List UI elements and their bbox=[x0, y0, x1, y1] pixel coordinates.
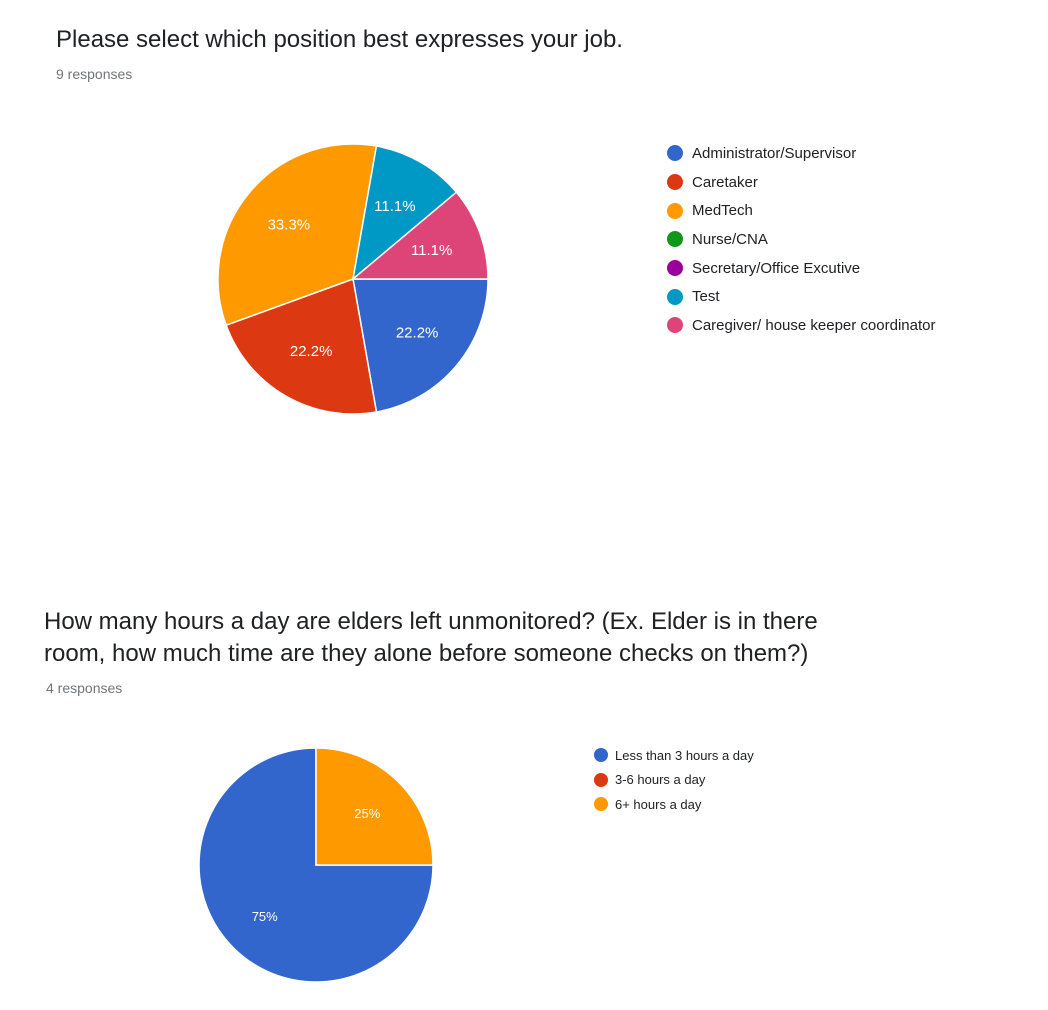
slice-data-label-0: 75% bbox=[252, 909, 278, 924]
legend-swatch bbox=[667, 231, 683, 248]
question-title-line: room, how much time are they alone befor… bbox=[44, 640, 809, 667]
legend-item-1: 3-6 hours a day bbox=[594, 768, 754, 793]
slice-data-label-2: 25% bbox=[354, 806, 380, 821]
legend-swatch bbox=[594, 772, 608, 787]
legend-swatch bbox=[667, 202, 683, 219]
chart-legend: Administrator/Supervisor Caretaker MedTech… bbox=[667, 139, 935, 340]
legend-item-5: Test bbox=[667, 282, 935, 311]
legend-item-0: Administrator/Supervisor bbox=[667, 139, 935, 168]
legend-swatch bbox=[667, 145, 683, 162]
question-title: How many hours a day are elders left unm… bbox=[44, 606, 818, 670]
legend-item-1: Caretaker bbox=[667, 168, 935, 197]
legend-item-6: Caregiver/ house keeper coordinator bbox=[667, 311, 935, 340]
legend-item-2: 6+ hours a day bbox=[594, 792, 754, 817]
pie-slice-2 bbox=[217, 143, 378, 327]
legend-label: Caretaker bbox=[692, 173, 758, 191]
legend-swatch bbox=[667, 174, 683, 191]
slice-data-label-0: 22.2% bbox=[396, 324, 439, 341]
legend-swatch bbox=[667, 260, 683, 277]
pie-slice-0 bbox=[352, 278, 489, 413]
legend-label: Test bbox=[692, 288, 720, 306]
legend-swatch bbox=[594, 797, 608, 812]
legend-item-0: Less than 3 hours a day bbox=[594, 743, 754, 768]
response-count: 9 responses bbox=[56, 66, 133, 82]
slice-data-label-2: 33.3% bbox=[268, 217, 311, 234]
pie-slice-0 bbox=[198, 747, 434, 983]
legend-swatch bbox=[667, 288, 683, 305]
legend-swatch bbox=[667, 317, 683, 334]
question-title-line: How many hours a day are elders left unm… bbox=[44, 608, 818, 635]
pie-chart-unmonitored-hours: 75% 25% bbox=[198, 747, 434, 983]
slice-data-label-5: 11.1% bbox=[374, 198, 415, 215]
pie-slice-2 bbox=[315, 747, 434, 866]
pie-slice-6 bbox=[350, 191, 489, 280]
legend-label: Nurse/CNA bbox=[692, 230, 768, 248]
legend-item-4: Secretary/Office Excutive bbox=[667, 254, 935, 283]
legend-item-3: Nurse/CNA bbox=[667, 225, 935, 254]
legend-label: Less than 3 hours a day bbox=[615, 747, 754, 763]
legend-label: MedTech bbox=[692, 202, 753, 220]
response-count: 4 responses bbox=[46, 680, 123, 696]
legend-label: Secretary/Office Excutive bbox=[692, 259, 861, 277]
question-title: Please select which position best expres… bbox=[56, 26, 623, 53]
chart-legend: Less than 3 hours a day 3-6 hours a day 6+… bbox=[594, 743, 754, 817]
legend-label: Caregiver/ house keeper coordinator bbox=[692, 316, 936, 334]
legend-item-2: MedTech bbox=[667, 196, 935, 225]
pie-chart-position: 22.2% 22.2% 33.3% 11.1% 11.1% bbox=[217, 143, 489, 415]
legend-label: 3-6 hours a day bbox=[615, 772, 706, 788]
pie-slice-1 bbox=[225, 277, 378, 415]
legend-swatch bbox=[594, 748, 608, 763]
slice-data-label-1: 22.2% bbox=[290, 343, 333, 360]
legend-label: 6+ hours a day bbox=[615, 796, 702, 812]
legend-label: Administrator/Supervisor bbox=[692, 144, 857, 162]
pie-slice-5 bbox=[351, 145, 458, 281]
slice-data-label-6: 11.1% bbox=[411, 242, 452, 259]
